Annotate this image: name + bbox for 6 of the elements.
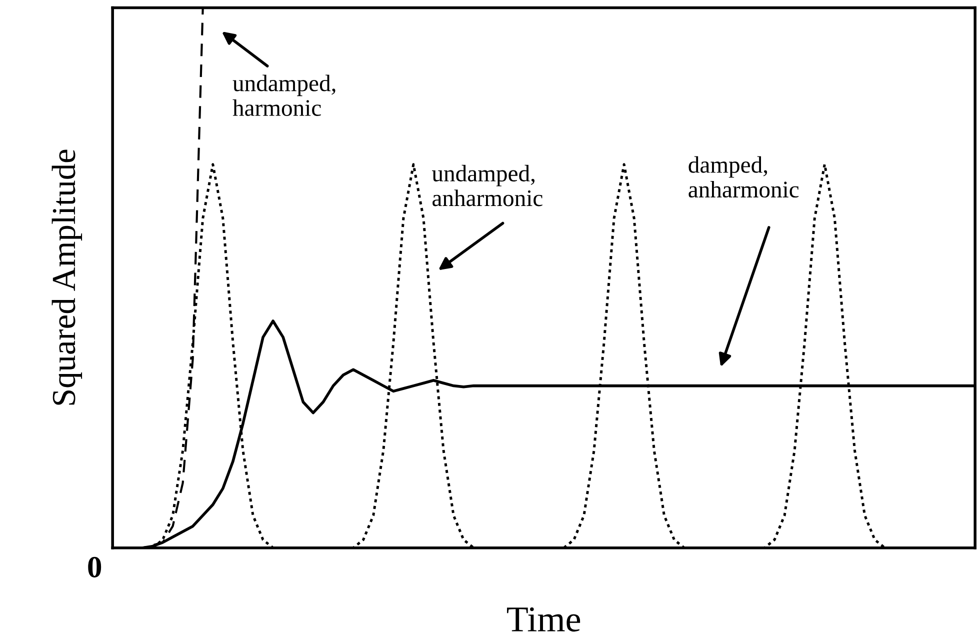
annotation: undamped, harmonic: [232, 74, 336, 116]
annotation: undamped, anharmonic: [432, 164, 542, 206]
y-axis-title: Squared Amplitude: [52, 150, 82, 405]
x-axis-title: Time: [507, 607, 580, 632]
text: 0: [88, 556, 102, 578]
annotation: damped, anharmonic: [688, 156, 799, 198]
